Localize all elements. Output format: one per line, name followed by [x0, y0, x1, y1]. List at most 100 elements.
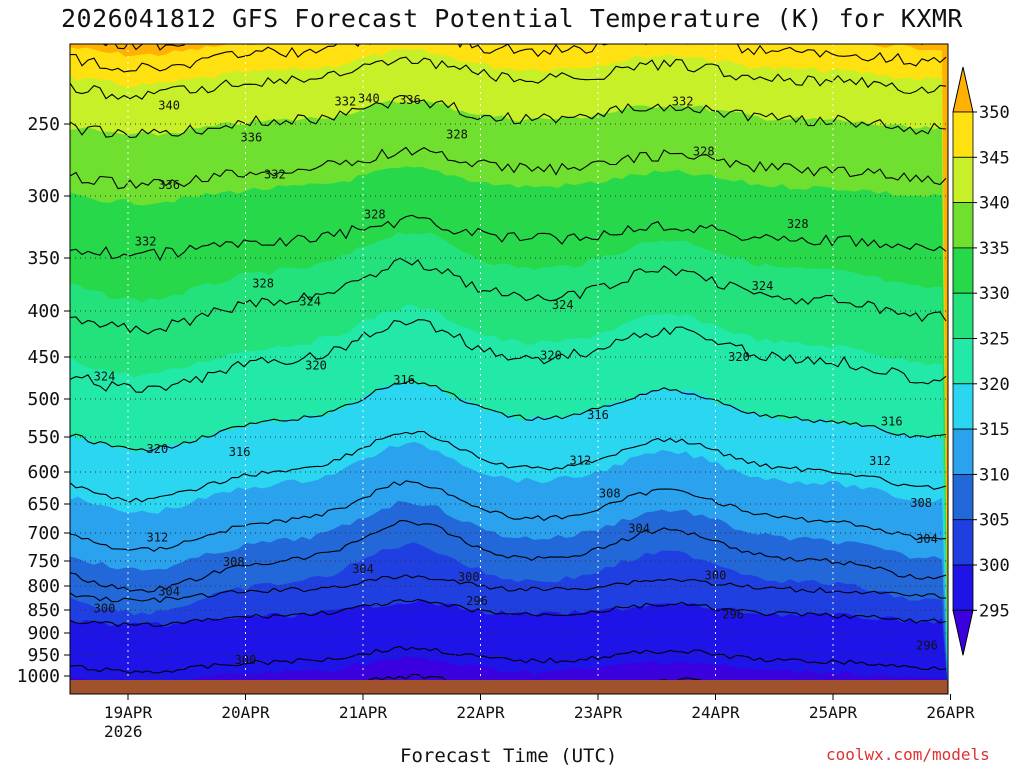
colorbar-under-triangle	[952, 609, 974, 656]
colorbar-over-triangle	[952, 66, 974, 113]
contour-label: 304	[628, 521, 650, 535]
contour-label: 296	[466, 594, 488, 608]
y-tick-label: 400	[27, 301, 60, 322]
contour-304	[70, 574, 947, 604]
x-tick-label: 26APR	[926, 703, 975, 722]
y-tick-label: 550	[27, 427, 60, 448]
contour-label: 312	[869, 454, 891, 468]
contour-340	[70, 94, 947, 139]
colorbar-label: 335	[979, 239, 1010, 259]
x-tick-label: 21APR	[339, 703, 388, 722]
contour-label: 308	[599, 487, 621, 501]
contour-labels: 340 336 336 332 332 328 324 324 320 320 316 316 312 3…	[94, 91, 938, 667]
colorbar-segment	[952, 428, 974, 475]
plot-frame	[69, 43, 949, 695]
colorbar-label: 340	[979, 194, 1010, 214]
colorbar-segment	[952, 519, 974, 566]
contour-label: 296	[916, 639, 938, 653]
y-tick-label: 600	[27, 462, 60, 483]
contour-label: 300	[94, 601, 116, 615]
contour-label: 320	[540, 349, 562, 363]
colorbar-segment	[952, 202, 974, 249]
contour-label: 300	[235, 653, 257, 667]
contour-label: 328	[787, 217, 809, 231]
contour-324	[70, 319, 947, 393]
contour-label: 324	[752, 279, 774, 293]
colorbar-segment	[952, 338, 974, 385]
y-tick-label: 450	[27, 347, 60, 368]
x-tick-label: 25APR	[809, 703, 858, 722]
y-tick-label: 850	[27, 600, 60, 621]
colorbar-label: 315	[979, 420, 1010, 440]
x-tick-label: 23APR	[574, 703, 623, 722]
source-credit: coolwx.com/models	[826, 745, 990, 764]
contour-label: 336	[399, 93, 421, 107]
ground-surface	[70, 680, 948, 694]
x-tick-label: 22APR	[456, 703, 505, 722]
x-axis-title: Forecast Time (UTC)	[400, 745, 618, 767]
contour-label: 300	[705, 569, 727, 583]
colorbar-segment	[952, 156, 974, 204]
contour-label: 316	[587, 408, 609, 422]
y-tick-label: 900	[27, 623, 60, 644]
y-tick-label: 250	[27, 114, 60, 135]
colorbar-label: 310	[979, 465, 1010, 485]
colorbar-segment	[952, 473, 974, 521]
contour-label: 324	[94, 370, 116, 384]
contour-label: 312	[147, 530, 169, 544]
contour-label: 324	[299, 295, 321, 309]
x-axis: 19APR 20APR 21APR 22APR 23APR 24APR 25APR 26APR	[104, 694, 975, 722]
x-axis-year-label: 2026	[104, 722, 143, 741]
colorbar-label: 295	[979, 601, 1010, 621]
contour-label: 304	[158, 585, 180, 599]
contour-label: 300	[458, 570, 480, 584]
y-tick-label: 650	[27, 494, 60, 515]
contour-label: 316	[881, 415, 903, 429]
contour-label: 316	[229, 445, 251, 459]
y-tick-label: 300	[27, 186, 60, 207]
contour-label: 304	[916, 532, 938, 546]
colorbar-label: 305	[979, 511, 1010, 531]
contour-label: 312	[570, 453, 592, 467]
y-tick-label: 750	[27, 551, 60, 572]
colorbar: 350 345 340 335 330 325 320 315 310 305 300 295	[952, 66, 1010, 656]
contour-label: 324	[552, 298, 574, 312]
contour-336	[70, 146, 947, 190]
contour-label: 308	[910, 496, 932, 510]
colorbar-segment	[952, 247, 974, 294]
contour-label: 340	[158, 99, 180, 113]
colorbar-segment	[952, 111, 974, 158]
colorbar-label: 330	[979, 284, 1010, 304]
contour-label: 340	[358, 91, 380, 105]
y-tick-label: 950	[27, 645, 60, 666]
y-tick-label: 800	[27, 576, 60, 597]
contour-label: 308	[223, 555, 245, 569]
contour-296	[70, 645, 947, 674]
colorbar-segment	[952, 564, 974, 611]
x-tick-label: 19APR	[104, 703, 153, 722]
colorbar-segment	[952, 292, 974, 339]
colorbar-label: 350	[979, 103, 1010, 123]
contour-label: 332	[335, 94, 357, 108]
contour-label: 320	[147, 442, 169, 456]
contour-label: 316	[393, 373, 415, 387]
contour-label: 332	[264, 168, 286, 182]
contour-label: 304	[352, 562, 374, 576]
contour-300	[70, 598, 947, 628]
contour-344	[70, 56, 947, 100]
x-tick-label: 20APR	[221, 703, 270, 722]
contour-label: 332	[672, 94, 694, 108]
y-tick-label: 1000	[17, 666, 60, 687]
colorbar-label: 325	[979, 330, 1010, 350]
colorbar-segment	[952, 383, 974, 430]
contour-label: 336	[241, 130, 263, 144]
contour-label: 328	[446, 127, 468, 141]
contour-label: 328	[252, 277, 274, 291]
contour-label: 336	[158, 178, 180, 192]
y-tick-label: 350	[27, 248, 60, 269]
potential-temperature-field	[70, 44, 948, 694]
contour-label: 320	[305, 359, 327, 373]
contour-label: 332	[135, 235, 157, 249]
contour-label: 296	[722, 607, 744, 621]
